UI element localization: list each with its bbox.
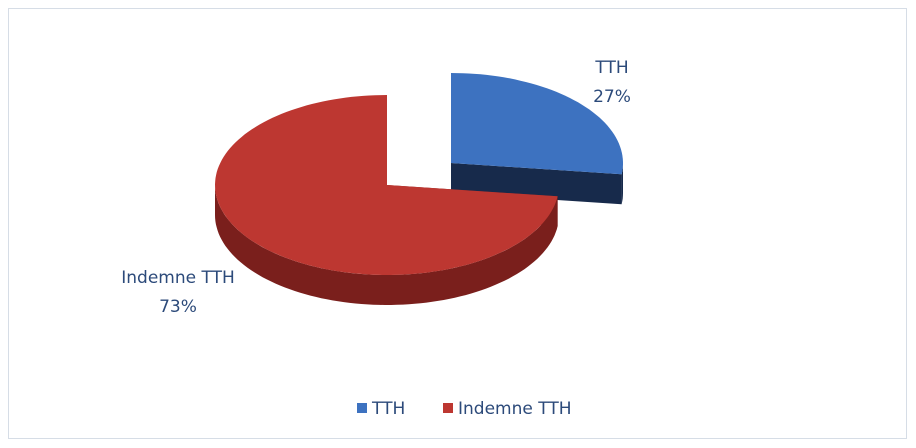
data-label-name: Indemne TTH	[121, 268, 235, 288]
slice-side	[621, 163, 623, 205]
slice	[451, 73, 623, 175]
data-label-name: TTH	[594, 58, 628, 78]
legend-swatch	[443, 403, 453, 413]
slice-side	[215, 185, 558, 305]
legend-swatch	[357, 403, 367, 413]
data-label-value: 27%	[593, 87, 631, 107]
legend-label: TTH	[371, 399, 405, 419]
slice	[215, 95, 558, 275]
legend-label: Indemne TTH	[458, 399, 572, 419]
data-label-value: 73%	[159, 297, 197, 317]
